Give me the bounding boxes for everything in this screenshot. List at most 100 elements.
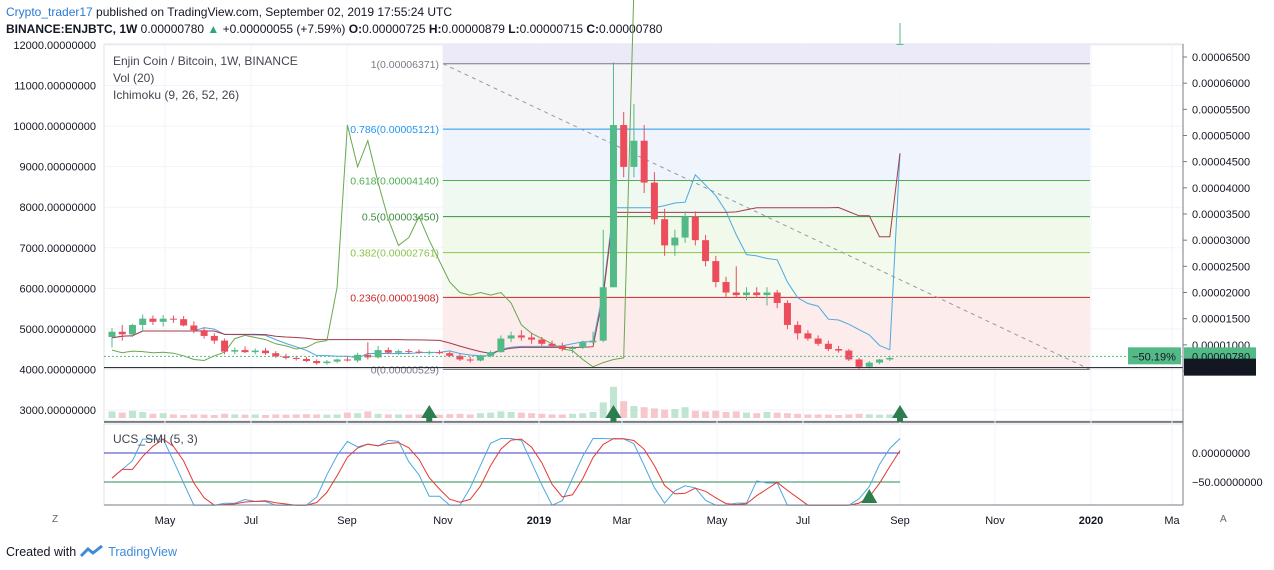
- fib-label: 0.5(0.00003450): [362, 212, 439, 224]
- candle-body: [691, 216, 699, 241]
- legend-ichimoku: Ichimoku (9, 26, 52, 26): [113, 88, 240, 102]
- volume-bar: [783, 413, 791, 418]
- volume-bar: [128, 410, 136, 418]
- candle-body: [548, 343, 556, 346]
- x-axis-tick: May: [155, 515, 176, 527]
- candle-body: [210, 335, 218, 341]
- volume-bar: [415, 414, 423, 418]
- high-value: 0.00000879: [441, 22, 505, 36]
- fib-zone: [443, 63, 1090, 130]
- candle-body: [323, 361, 331, 364]
- volume-bar: [507, 412, 515, 418]
- publish-info: published on TradingView.com, September …: [92, 5, 453, 19]
- footer: Created with TradingView: [6, 545, 177, 559]
- candle-body: [159, 318, 167, 322]
- smi-buy-arrow-icon: [861, 489, 878, 503]
- candle-body: [251, 350, 259, 353]
- fib-zone: [443, 297, 1090, 370]
- right-axis-tick: 0.00001500: [1192, 314, 1250, 326]
- candle-body: [865, 362, 873, 367]
- left-axis-tick: 11000.00000000: [14, 81, 96, 93]
- volume-bar: [702, 411, 710, 418]
- last-price: 0.00000780: [137, 22, 205, 36]
- legend-smi: UCS_SMI (5, 3): [113, 432, 198, 446]
- candle-body: [835, 349, 843, 351]
- candle-body: [681, 216, 689, 238]
- volume-bar: [804, 414, 812, 418]
- buy-signal-arrow-stem: [610, 416, 617, 422]
- volume-bar: [528, 413, 536, 418]
- x-axis-tick: 2020: [1079, 515, 1103, 527]
- candle-body: [753, 292, 761, 296]
- corner-left[interactable]: Z: [52, 514, 59, 525]
- candle-body: [599, 287, 607, 341]
- tradingview-link[interactable]: TradingView: [108, 545, 177, 559]
- volume-bar: [620, 401, 628, 418]
- volume-bar: [824, 414, 832, 418]
- candle-body: [712, 261, 720, 283]
- close-value: 0.00000780: [599, 22, 663, 36]
- right-axis-tick: 0.00002500: [1192, 261, 1250, 273]
- volume-bar: [395, 414, 403, 418]
- candle-body: [783, 302, 791, 325]
- volume-bar: [630, 406, 638, 418]
- candle-body: [180, 319, 188, 326]
- up-arrow-icon: ▲: [207, 22, 220, 36]
- candle-body: [231, 350, 239, 352]
- left-axis-tick: 9000.00000000: [20, 162, 96, 174]
- volume-bar: [579, 413, 587, 418]
- volume-bar: [282, 414, 290, 418]
- low-price-tag: [1184, 358, 1256, 376]
- left-axis-tick: 4000.00000000: [20, 364, 96, 376]
- candle-body: [343, 359, 351, 361]
- candle-body: [200, 330, 208, 336]
- volume-bar: [149, 413, 157, 418]
- ichimoku-base-line: [111, 153, 901, 355]
- volume-bar: [650, 408, 658, 418]
- volume-bar: [763, 412, 771, 418]
- buy-signal-arrow-stem: [426, 416, 433, 422]
- smi-axis-tick: 0.00000000: [1192, 448, 1250, 460]
- candle-body: [661, 219, 669, 246]
- legend-title: Enjin Coin / Bitcoin, 1W, BINANCE: [113, 54, 298, 68]
- volume-bar: [671, 409, 679, 418]
- author-link[interactable]: Crypto_trader17: [6, 5, 93, 19]
- x-axis-tick: Ma: [1164, 515, 1180, 527]
- volume-bar: [169, 414, 177, 418]
- candle-body: [763, 292, 771, 296]
- candle-body: [282, 356, 290, 358]
- volume-bar: [794, 413, 802, 418]
- close-label: C:: [586, 22, 600, 36]
- candle-body: [732, 292, 740, 296]
- fib-label: 0.382(0.00002761): [350, 248, 439, 260]
- candle-body: [456, 355, 464, 360]
- volume-bar: [517, 412, 525, 418]
- candle-body: [855, 359, 863, 367]
- candle-body: [487, 352, 495, 356]
- open-label: O:: [348, 22, 363, 36]
- candle-body: [425, 352, 433, 354]
- candle-body: [569, 347, 577, 350]
- candle-body: [190, 325, 198, 331]
- volume-bar: [476, 413, 484, 418]
- publish-line: Crypto_trader17 published on TradingView…: [6, 5, 452, 19]
- volume-bar: [835, 415, 843, 418]
- candle-body: [620, 125, 628, 167]
- volume-bar: [118, 412, 126, 418]
- candle-body: [589, 340, 597, 343]
- change-value: +0.00000055 (+7.59%): [222, 22, 346, 36]
- volume-bar: [691, 410, 699, 418]
- volume-bar: [231, 414, 239, 418]
- candle-body: [333, 359, 341, 362]
- fib-top-zone: [443, 45, 1090, 64]
- candle-body: [845, 350, 853, 360]
- volume-bar: [640, 407, 648, 418]
- corner-right[interactable]: A: [1220, 514, 1227, 525]
- candle-body: [128, 324, 136, 335]
- volume-bar: [251, 414, 259, 418]
- volume-bar: [466, 414, 474, 418]
- candle-body: [886, 357, 894, 360]
- candle-body: [794, 324, 802, 334]
- fib-label: 0(0.00000529): [371, 364, 439, 376]
